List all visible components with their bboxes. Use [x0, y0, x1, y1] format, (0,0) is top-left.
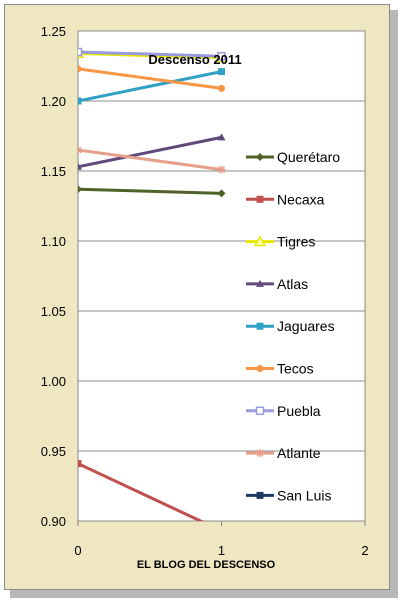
- data-point: [78, 47, 83, 57]
- series-tecos: [78, 65, 225, 92]
- x-axis-label: EL BLOG DEL DESCENSO: [137, 559, 276, 571]
- legend-label: Jaguares: [277, 318, 335, 334]
- legend-marker: [256, 322, 264, 330]
- series-line: [78, 67, 222, 90]
- legend-marker: [255, 406, 265, 416]
- x-tick-labels: 0 1 2: [74, 521, 369, 558]
- legend-item: Necaxa: [246, 191, 325, 207]
- legend-label: Necaxa: [277, 191, 325, 207]
- series-atlante: [78, 146, 226, 174]
- series-line: [78, 135, 222, 169]
- legend-label: Puebla: [277, 403, 321, 419]
- legend-label: Atlante: [277, 445, 321, 461]
- x-tick-label: 2: [361, 543, 368, 558]
- legend-item: Jaguares: [246, 318, 335, 334]
- series-group: [78, 47, 228, 534]
- legend-marker: [256, 365, 264, 372]
- y-tick-label: 1.25: [41, 24, 66, 39]
- legend-label: Querétaro: [277, 149, 340, 165]
- legend: Querétaro Necaxa Tigres Atlas Jaguares Tecos P…: [246, 149, 340, 503]
- data-point: [78, 162, 82, 170]
- frame-shadow-right: [390, 10, 398, 596]
- legend-label: Tigres: [277, 234, 315, 250]
- legend-label: Atlas: [277, 276, 308, 292]
- data-point: [78, 65, 82, 73]
- data-point: [218, 84, 225, 92]
- legend-item: Querétaro: [246, 149, 340, 165]
- legend-marker: [253, 235, 267, 247]
- legend-item: Atlante: [246, 445, 321, 461]
- legend-item: San Luis: [246, 487, 331, 503]
- data-point: [218, 527, 225, 534]
- frame-shadow-bottom: [10, 590, 398, 598]
- series-quertaro: [78, 185, 226, 198]
- y-tick-label: 1.20: [41, 94, 66, 109]
- data-point: [78, 146, 82, 154]
- y-tick-label: 1.15: [41, 164, 66, 179]
- data-point: [217, 165, 226, 174]
- data-point: [217, 133, 226, 141]
- series-line: [78, 148, 222, 172]
- legend-marker: [256, 195, 264, 203]
- series-necaxa: [78, 460, 225, 534]
- legend-label: Tecos: [277, 361, 314, 377]
- data-point: [218, 68, 225, 76]
- y-tick-label: 1.00: [41, 374, 66, 389]
- series-puebla: [78, 47, 226, 61]
- data-point: [78, 185, 82, 194]
- chart-title: Descenso 2011: [148, 52, 241, 67]
- x-tick-label: 1: [218, 543, 225, 558]
- legend-label: San Luis: [277, 487, 331, 503]
- series-line: [78, 50, 222, 58]
- legend-item: Puebla: [246, 403, 321, 419]
- data-point: [217, 189, 226, 198]
- x-tick-label: 0: [74, 543, 81, 558]
- data-point: [78, 97, 82, 105]
- series-atlas: [78, 133, 226, 170]
- legend-item: Tigres: [246, 234, 315, 250]
- series-jaguares: [78, 68, 225, 105]
- plot-area: [77, 30, 366, 522]
- legend-marker: [256, 491, 264, 499]
- y-tick-labels: 0.90 0.95 1.00 1.05 1.10 1.15 1.20 1.25: [41, 24, 66, 529]
- data-point: [78, 460, 82, 468]
- y-tick-label: 1.10: [41, 234, 66, 249]
- y-tick-label: 0.95: [41, 444, 66, 459]
- legend-item: Atlas: [246, 276, 308, 292]
- series-line: [78, 187, 222, 195]
- y-tick-label: 0.90: [41, 514, 66, 529]
- series-line: [78, 462, 205, 521]
- legend-marker: [256, 449, 264, 458]
- series-line: [78, 70, 222, 103]
- legend-marker: [256, 279, 264, 287]
- legend-item: Tecos: [246, 361, 314, 377]
- data-point: [217, 51, 226, 61]
- legend-marker: [256, 153, 264, 161]
- y-tick-label: 1.05: [41, 304, 66, 319]
